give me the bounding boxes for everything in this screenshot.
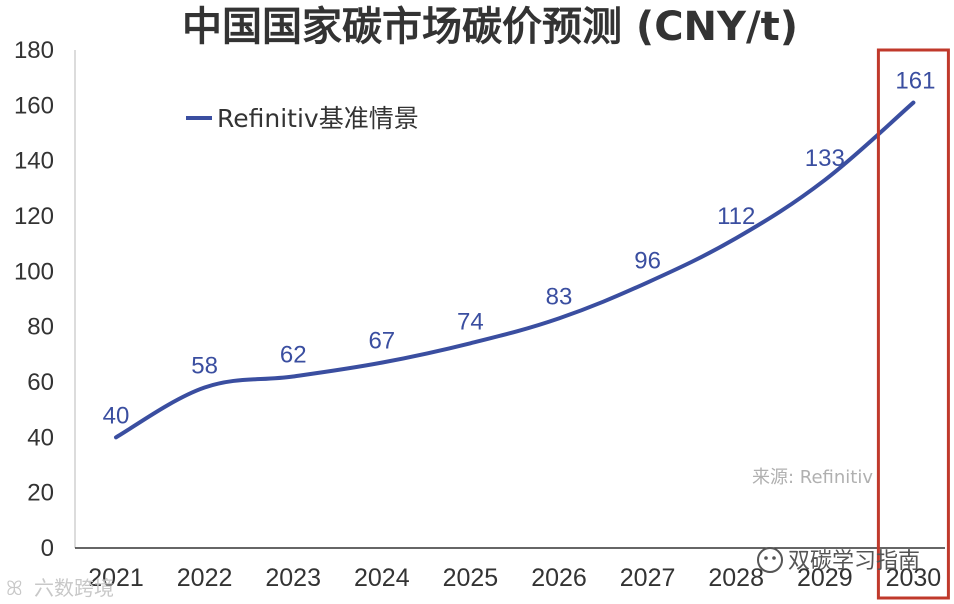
corner-watermark-icon: ꕤ	[6, 576, 23, 600]
legend-label: Refinitiv基准情景	[217, 104, 419, 133]
data-label: 96	[634, 247, 661, 274]
corner-watermark: ꕤ 六数跨境	[6, 576, 114, 600]
wechat-watermark: 双碳学习指南	[757, 547, 920, 574]
y-tick-label: 40	[27, 424, 54, 451]
y-tick-labels: 0 20 40 60 80 100 120 140 160 180	[14, 37, 54, 562]
y-tick-label: 100	[14, 258, 54, 285]
y-tick-label: 120	[14, 203, 54, 230]
x-tick-label: 2030	[886, 564, 942, 592]
wechat-watermark-text: 双碳学习指南	[788, 549, 920, 574]
data-labels: 40 58 62 67 74 83 96 112 133 161	[103, 68, 936, 430]
x-tick-label: 2025	[443, 564, 499, 592]
source-note: 来源: Refinitiv	[752, 467, 873, 488]
y-tick-label: 80	[27, 314, 54, 341]
x-tick-label: 2024	[354, 564, 410, 592]
wechat-icon-eye-left	[764, 556, 768, 560]
data-label: 133	[805, 145, 845, 172]
data-label: 161	[895, 68, 935, 95]
x-tick-label: 2028	[708, 564, 764, 592]
x-tick-label: 2023	[265, 564, 321, 592]
data-label: 67	[368, 328, 395, 355]
chart-title: 中国国家碳市场碳价预测 (CNY/t)	[182, 4, 798, 50]
x-tick-label: 2022	[177, 564, 233, 592]
data-label: 74	[457, 308, 484, 335]
y-tick-label: 60	[27, 369, 54, 396]
y-tick-label: 180	[14, 37, 54, 64]
wechat-icon-eye-right	[772, 556, 776, 560]
x-tick-label: 2026	[531, 564, 587, 592]
wechat-icon	[757, 547, 783, 573]
y-tick-label: 20	[27, 480, 54, 507]
x-tick-label: 2027	[620, 564, 676, 592]
y-tick-label: 0	[41, 535, 54, 562]
data-label: 62	[280, 341, 307, 368]
data-label: 112	[717, 203, 755, 230]
corner-watermark-text: 六数跨境	[34, 576, 114, 600]
x-tick-labels: 2021 2022 2023 2024 2025 2026 2027 2028 2029 2030	[88, 564, 941, 592]
x-tick-label: 2029	[797, 564, 853, 592]
data-label: 40	[103, 402, 130, 429]
y-tick-label: 140	[14, 148, 54, 175]
x-tick-label: 2021	[88, 564, 144, 592]
data-label: 83	[546, 283, 573, 310]
highlight-box-2030	[876, 48, 950, 600]
y-tick-label: 160	[14, 92, 54, 119]
data-label: 58	[191, 353, 218, 380]
legend: Refinitiv基准情景	[186, 104, 419, 133]
series-line	[114, 100, 916, 440]
